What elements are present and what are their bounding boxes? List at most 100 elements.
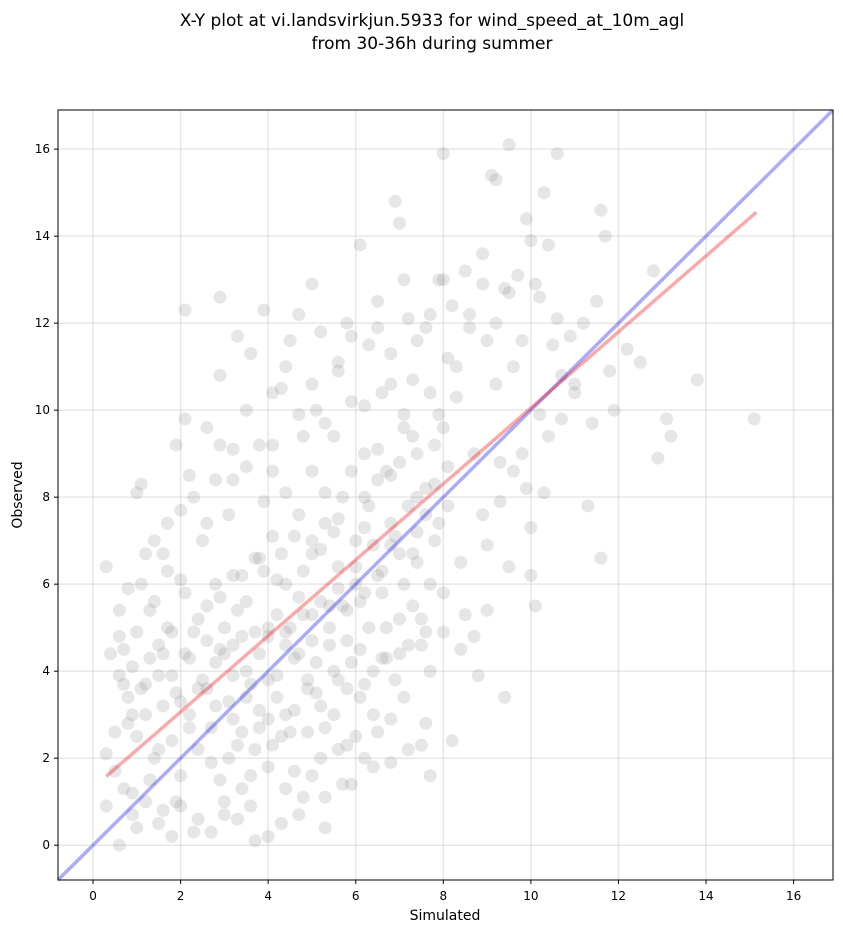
- scatter-point: [375, 586, 389, 600]
- scatter-point: [248, 834, 262, 848]
- x-tick-label: 14: [698, 889, 713, 903]
- y-tick-label: 10: [35, 403, 50, 417]
- scatter-point: [200, 599, 214, 613]
- scatter-point: [323, 599, 336, 613]
- scatter-point: [191, 812, 205, 826]
- scatter-point: [423, 769, 437, 783]
- scatter-point: [476, 277, 490, 291]
- scatter-point: [379, 651, 393, 665]
- scatter-point: [397, 421, 411, 435]
- reference-lines: [56, 108, 835, 882]
- scatter-point: [358, 521, 371, 535]
- scatter-point: [353, 595, 367, 609]
- scatter-point: [112, 603, 126, 617]
- chart-title-line-1: X-Y plot at vi.landsvirkjun.5933 for win…: [180, 11, 684, 31]
- scatter-point: [428, 477, 442, 491]
- scatter-point: [331, 364, 345, 378]
- scatter-point: [449, 360, 463, 374]
- scatter-point: [99, 560, 113, 574]
- scatter-point: [445, 299, 459, 313]
- scatter-point: [541, 238, 555, 252]
- scatter-point: [318, 486, 332, 500]
- scatter-point: [410, 490, 424, 504]
- scatter-point: [283, 725, 297, 739]
- scatter-point: [296, 564, 310, 578]
- scatter-point: [331, 673, 345, 687]
- scatter-point: [349, 534, 363, 548]
- scatter-point: [318, 516, 332, 530]
- scatter-point: [244, 769, 258, 783]
- scatter-point: [506, 464, 520, 478]
- scatter-point: [274, 729, 288, 743]
- scatter-point: [384, 538, 398, 552]
- scatter-point: [279, 577, 293, 591]
- scatter-point: [406, 599, 420, 613]
- y-tick-label: 0: [42, 838, 50, 852]
- scatter-point: [344, 329, 358, 343]
- scatter-point: [161, 621, 174, 635]
- scatter-point: [585, 416, 599, 430]
- scatter-point: [266, 738, 279, 752]
- scatter-point: [331, 512, 345, 526]
- scatter-point: [428, 534, 442, 548]
- scatter-point: [121, 582, 135, 595]
- scatter-point: [156, 803, 170, 817]
- scatter-point: [336, 490, 350, 504]
- scatter-point: [318, 416, 332, 430]
- scatter-point: [143, 773, 157, 787]
- scatter-point: [607, 403, 621, 417]
- scatter-point: [261, 830, 275, 843]
- scatter-point: [568, 386, 582, 400]
- scatter-point: [104, 647, 117, 661]
- scatter-point: [261, 629, 275, 643]
- scatter-point: [353, 690, 367, 704]
- scatter-point: [182, 721, 196, 735]
- scatter-point: [327, 429, 341, 443]
- scatter-point: [213, 642, 227, 656]
- scatter-point: [217, 647, 231, 661]
- scatter-point: [336, 777, 350, 791]
- scatter-point: [257, 564, 271, 578]
- scatter-point: [226, 442, 240, 456]
- scatter-point: [187, 825, 201, 839]
- scatter-point: [568, 377, 582, 391]
- scatter-point: [305, 769, 319, 783]
- scatter-point: [125, 808, 139, 822]
- scatter-point: [406, 373, 420, 387]
- x-tick-label: 6: [352, 889, 360, 903]
- scatter-point: [581, 499, 595, 513]
- scatter-point: [244, 347, 258, 361]
- scatter-point: [152, 638, 166, 652]
- scatter-point: [209, 577, 223, 591]
- scatter-point: [436, 625, 450, 639]
- scatter-point: [388, 673, 402, 687]
- scatter-point: [292, 808, 306, 822]
- scatter-point: [647, 264, 660, 278]
- scatter-point: [266, 386, 279, 400]
- scatter-point: [393, 455, 406, 469]
- scatter-point: [178, 647, 192, 661]
- scatter-point: [520, 212, 533, 226]
- x-tick-label: 4: [264, 889, 272, 903]
- scatter-point: [112, 669, 126, 682]
- scatter-point: [139, 547, 153, 561]
- scatter-point: [261, 712, 275, 726]
- scatter-point: [371, 294, 385, 308]
- scatter-point: [476, 508, 490, 522]
- scatter-point: [340, 316, 354, 330]
- scatter-point: [143, 651, 157, 665]
- scatter-point: [200, 682, 214, 696]
- y-tick-label: 12: [35, 316, 50, 330]
- scatter-point: [388, 529, 402, 543]
- scatter-point: [598, 229, 612, 243]
- scatter-point: [454, 642, 468, 656]
- scatter-point: [441, 499, 455, 513]
- scatter-point: [498, 281, 512, 295]
- scatter-point: [248, 625, 262, 639]
- scatter-point: [165, 830, 179, 843]
- scatter-point: [371, 473, 385, 487]
- scatter-point: [358, 751, 371, 765]
- scatter-point: [200, 634, 214, 648]
- scatter-point: [270, 608, 284, 622]
- scatter-point: [178, 412, 192, 426]
